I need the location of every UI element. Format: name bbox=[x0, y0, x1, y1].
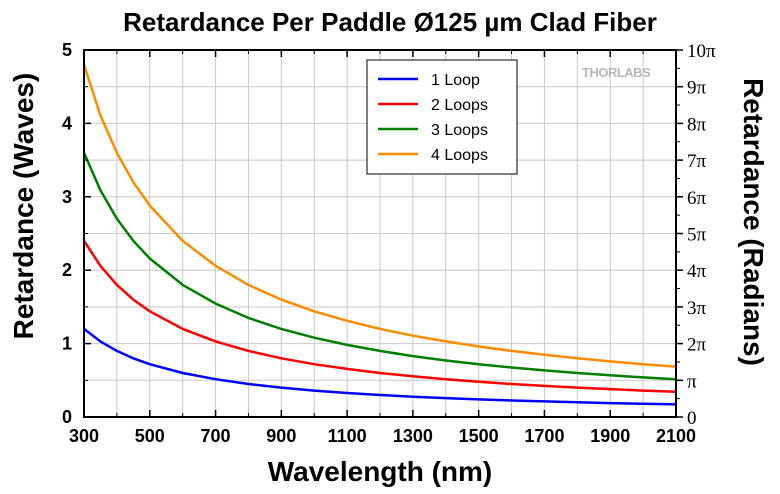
series-line-1-loop bbox=[83, 327, 677, 406]
y2-tick-label: 4π bbox=[687, 261, 707, 282]
series-line-2-loops bbox=[82, 240, 677, 394]
x-tick-label: 1300 bbox=[393, 426, 433, 446]
series-line-3-loops bbox=[82, 152, 677, 381]
y2-tick-label: 7π bbox=[687, 151, 707, 172]
y2-axis-label: Retardance (Radians) bbox=[738, 78, 769, 366]
y2-tick-labels: 0 π 2π 3π 4π 5π 6π 7π 8π 9π 10π bbox=[687, 41, 716, 429]
x-tick-label: 1500 bbox=[459, 426, 499, 446]
y2-tick-label: 10π bbox=[687, 41, 716, 62]
y-tick-label: 1 bbox=[62, 334, 72, 354]
chart-title: Retardance Per Paddle Ø125 µm Clad Fiber bbox=[123, 7, 657, 37]
y-tick-label: 5 bbox=[62, 40, 72, 60]
series-line-4-loops bbox=[82, 64, 677, 368]
x-tick-label: 1100 bbox=[328, 426, 367, 446]
series-lines bbox=[82, 64, 677, 406]
legend-label: 1 Loop bbox=[431, 72, 480, 89]
y-tick-label: 0 bbox=[62, 407, 72, 427]
y-tick-label: 2 bbox=[62, 260, 72, 280]
y2-tick-label: 5π bbox=[687, 225, 707, 246]
y2-tick-label: 6π bbox=[687, 188, 707, 209]
x-tick-label: 700 bbox=[201, 426, 231, 446]
y2-tick-label: 3π bbox=[687, 298, 707, 319]
legend: 1 Loop 2 Loops 3 Loops 4 Loops bbox=[366, 59, 518, 175]
legend-label: 3 Loops bbox=[431, 122, 488, 139]
y-tick-label: 3 bbox=[62, 187, 72, 207]
y2-tick-label: 0 bbox=[687, 408, 697, 429]
x-tick-label: 2100 bbox=[656, 426, 696, 446]
legend-label: 2 Loops bbox=[431, 97, 488, 114]
x-tick-label: 1900 bbox=[590, 426, 630, 446]
y2-tick-label: 8π bbox=[687, 114, 707, 135]
y2-tick-label: 9π bbox=[687, 78, 707, 99]
x-tick-label: 300 bbox=[69, 426, 99, 446]
thorlabs-watermark: THORLABS bbox=[582, 65, 651, 80]
legend-label: 4 Loops bbox=[431, 147, 488, 164]
x-tick-label: 900 bbox=[266, 426, 296, 446]
x-tick-label: 1700 bbox=[524, 426, 564, 446]
y2-tick-label: π bbox=[687, 371, 697, 392]
y-tick-label: 4 bbox=[62, 113, 72, 133]
y2-tick-label: 2π bbox=[687, 335, 707, 356]
x-axis-label: Wavelength (nm) bbox=[268, 456, 493, 487]
x-tick-labels: 300 500 700 900 1100 1300 1500 1700 1900 2100 bbox=[69, 426, 696, 446]
x-tick-label: 500 bbox=[135, 426, 165, 446]
y-axis-label: Retardance (Waves) bbox=[8, 73, 39, 340]
axis-ticks bbox=[83, 49, 683, 418]
y-tick-labels: 0 1 2 3 4 5 bbox=[62, 40, 72, 427]
